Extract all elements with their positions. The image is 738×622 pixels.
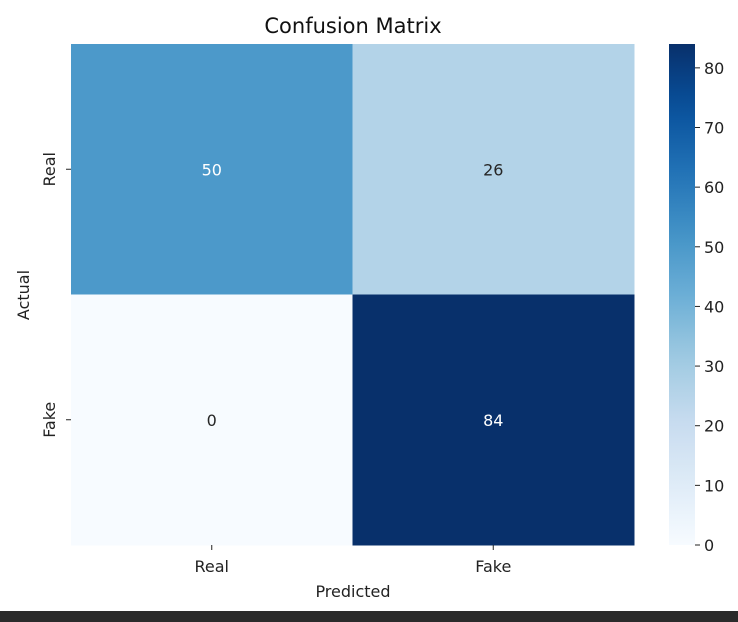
chart-title: Confusion Matrix: [264, 14, 441, 38]
cell-value-label: 84: [483, 411, 503, 430]
y-tick-label: Real: [40, 152, 59, 187]
heatmap-cells: 50 26 0 84: [71, 44, 635, 546]
heatmap-cell: [71, 44, 353, 295]
colorbar-tick-label: 60: [704, 178, 724, 197]
cell-value-label: 50: [202, 160, 222, 179]
y-tick-label: Fake: [40, 402, 59, 438]
colorbar-tick-label: 30: [704, 357, 724, 376]
colorbar-tick-label: 0: [704, 536, 714, 555]
colorbar-ticks: 0 10 20 30 40 50 60 70 80: [695, 59, 724, 555]
x-axis-label: Predicted: [315, 582, 390, 601]
colorbar-tick-label: 10: [704, 476, 724, 495]
y-axis-ticks: Real Fake: [40, 152, 71, 438]
colorbar-tick-label: 70: [704, 119, 724, 138]
colorbar: [669, 44, 695, 545]
x-axis-ticks: Real Fake: [195, 545, 511, 576]
cell-value-label: 26: [483, 160, 503, 179]
colorbar-tick-label: 80: [704, 59, 724, 78]
window-bottom-edge: [0, 611, 738, 622]
x-tick-label: Real: [195, 557, 230, 576]
cell-value-label: 0: [207, 411, 217, 430]
x-tick-label: Fake: [475, 557, 511, 576]
heatmap-cell: [71, 294, 353, 546]
heatmap-cell: [352, 44, 635, 295]
heatmap-cell: [352, 294, 635, 546]
colorbar-tick-label: 20: [704, 417, 724, 436]
y-axis-label: Actual: [14, 270, 33, 320]
colorbar-tick-label: 40: [704, 297, 724, 316]
colorbar-tick-label: 50: [704, 238, 724, 257]
